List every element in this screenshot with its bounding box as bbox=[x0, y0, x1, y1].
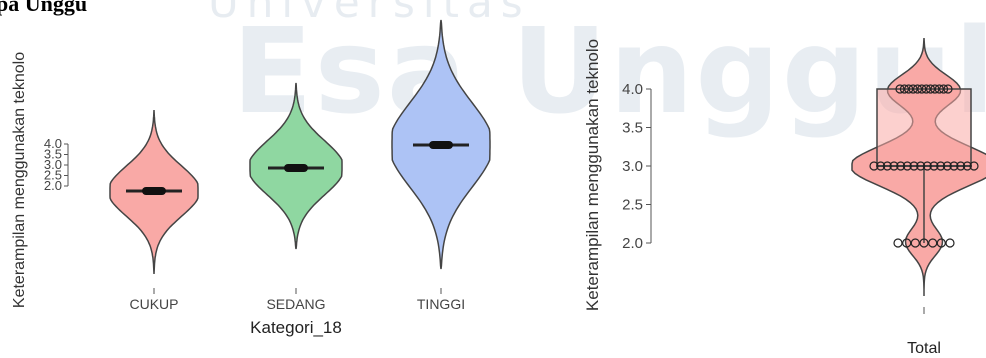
data-point bbox=[916, 161, 926, 171]
data-point bbox=[945, 238, 955, 248]
data-point bbox=[869, 161, 879, 171]
x-tick-label: TINGGI bbox=[417, 296, 465, 312]
y-tick-label: 2.5 bbox=[44, 168, 62, 183]
data-point bbox=[919, 238, 929, 248]
box-iqr bbox=[876, 88, 972, 167]
x-axis-label-1: Kategori_18 bbox=[250, 318, 342, 337]
data-point bbox=[904, 84, 914, 94]
data-point bbox=[882, 161, 892, 171]
y-tick-label: 2.5 bbox=[622, 197, 643, 214]
watermark-line1: Universitas bbox=[208, 0, 531, 27]
y-axis-label-1: Keterampilan menggunakan teknolo bbox=[11, 52, 28, 308]
watermark-line2: Esa Unggul bbox=[232, 2, 986, 140]
x-tick-label: CUKUP bbox=[129, 296, 178, 312]
data-point bbox=[896, 161, 906, 171]
y-tick-label: 3.5 bbox=[44, 147, 62, 162]
x-tick-label: SEDANG bbox=[266, 296, 325, 312]
y-axis-label-2: Keterampilan menggunakan teknolo bbox=[583, 39, 602, 311]
data-point bbox=[895, 84, 905, 94]
data-point bbox=[949, 161, 959, 171]
data-point bbox=[936, 161, 946, 171]
data-point bbox=[912, 84, 923, 94]
y-tick-label: 4.0 bbox=[622, 81, 643, 98]
y-tick-label: 3.0 bbox=[622, 158, 643, 175]
data-point bbox=[917, 84, 927, 94]
header-text: pa Unggu bbox=[0, 0, 88, 16]
data-point bbox=[934, 84, 944, 94]
median-marker bbox=[429, 141, 453, 149]
data-point bbox=[942, 161, 952, 171]
data-point bbox=[943, 84, 953, 94]
y-tick-label: 3.0 bbox=[44, 157, 62, 172]
y-tick-label: 2.0 bbox=[622, 235, 643, 252]
data-point bbox=[889, 161, 899, 171]
data-point bbox=[899, 84, 910, 94]
data-point bbox=[876, 161, 886, 171]
y-tick-label: 4.0 bbox=[44, 136, 62, 151]
data-point bbox=[962, 161, 972, 171]
data-point bbox=[938, 84, 949, 94]
median-marker bbox=[142, 187, 166, 195]
data-point bbox=[930, 84, 940, 94]
data-point bbox=[925, 84, 936, 94]
y-tick-label: 2.0 bbox=[44, 178, 62, 193]
data-point bbox=[910, 238, 920, 248]
data-point bbox=[936, 238, 946, 248]
data-point bbox=[908, 84, 918, 94]
data-point bbox=[893, 238, 903, 248]
data-point bbox=[969, 161, 979, 171]
x-tick-label: Total bbox=[907, 340, 941, 357]
y-tick-label: 3.5 bbox=[622, 120, 643, 137]
data-point bbox=[956, 161, 966, 171]
data-point bbox=[922, 161, 932, 171]
data-point bbox=[921, 84, 931, 94]
data-point bbox=[929, 161, 939, 171]
data-point bbox=[909, 161, 919, 171]
median-marker bbox=[284, 164, 308, 172]
data-point bbox=[902, 161, 912, 171]
